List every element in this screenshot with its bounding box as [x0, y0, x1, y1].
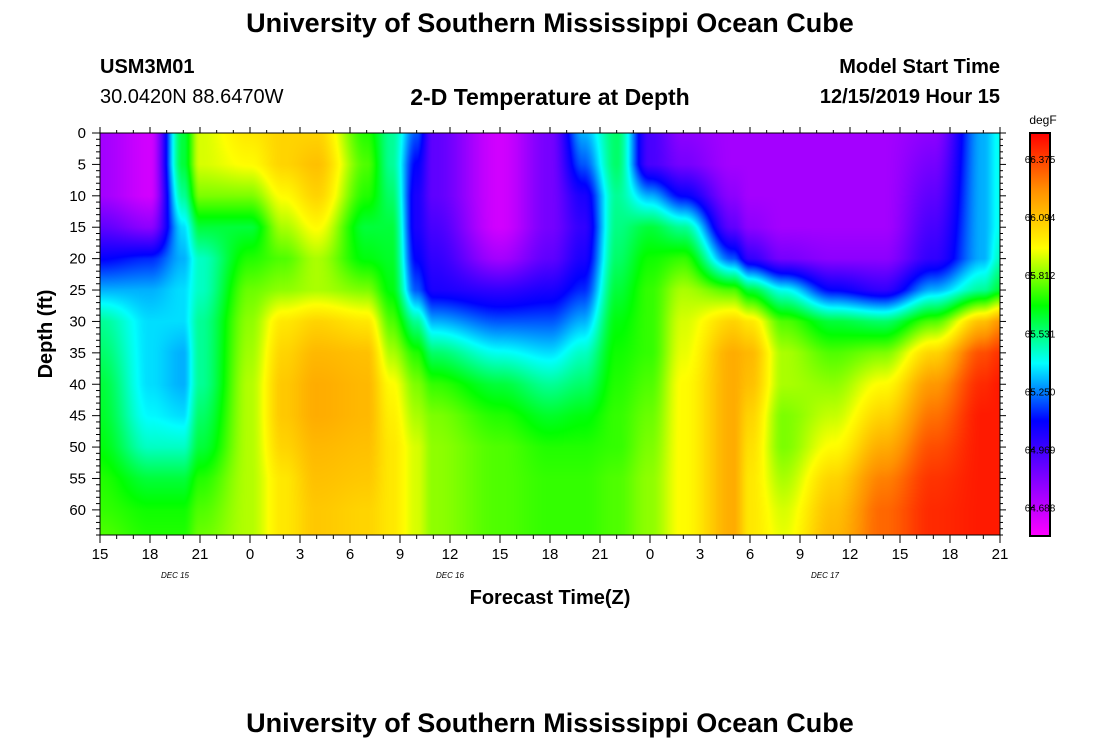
footer-title: University of Southern Mississippi Ocean… [246, 708, 854, 738]
y-tick-label: 10 [69, 188, 86, 205]
x-tick-label: 21 [192, 546, 209, 563]
colorbar-tick-label: 65.531 [1025, 329, 1056, 340]
y-tick-label: 45 [69, 408, 86, 425]
y-tick-label: 0 [78, 125, 86, 142]
x-tick-label: 15 [92, 546, 109, 563]
x-tick-label: 6 [746, 546, 754, 563]
heatmap-canvas [100, 133, 1000, 535]
colorbar: degF [1029, 113, 1057, 537]
y-tick-label: 15 [69, 219, 86, 236]
colorbar-tick-label: 66.375 [1025, 155, 1056, 166]
y-tick-label: 5 [78, 156, 86, 173]
colorbar-tick-label: 64.969 [1025, 445, 1056, 456]
colorbar-unit: degF [1029, 113, 1056, 127]
x-tick-label: 9 [396, 546, 404, 563]
x-tick-label: 15 [492, 546, 509, 563]
x-tick-label: 3 [296, 546, 304, 563]
x-tick-label: 0 [246, 546, 254, 563]
y-tick-label: 30 [69, 313, 86, 330]
y-tick-label: 60 [69, 502, 86, 519]
x-tick-label: 12 [442, 546, 459, 563]
date-label: DEC 15 [161, 571, 190, 580]
colorbar-ticks: 66.375 66.094 65.812 65.531 65.250 64.969 64.6… [1025, 155, 1056, 515]
colorbar-tick-label: 64.688 [1025, 503, 1056, 514]
x-tick-label: 9 [796, 546, 804, 563]
y-tick-label: 35 [69, 345, 86, 362]
y-tick-label: 25 [69, 282, 86, 299]
y-tick-label: 50 [69, 439, 86, 456]
colorbar-tick-label: 65.812 [1025, 271, 1056, 282]
x-tick-label: 3 [696, 546, 704, 563]
x-tick-label: 6 [346, 546, 354, 563]
x-tick-label: 12 [842, 546, 859, 563]
colorbar-tick-label: 65.250 [1025, 387, 1056, 398]
x-axis-label: Forecast Time(Z) [470, 587, 631, 609]
x-tick-label: 18 [942, 546, 959, 563]
chart-subtitle: 2-D Temperature at Depth [410, 84, 690, 110]
y-axis: 0 5 10 15 20 25 30 35 40 45 50 55 60 [69, 125, 1006, 536]
chart-title: University of Southern Mississippi Ocean… [246, 8, 854, 38]
heatmap-plot-area [100, 133, 1000, 535]
model-start-value: 12/15/2019 Hour 15 [819, 86, 1000, 108]
colorbar-tick-label: 66.094 [1025, 213, 1056, 224]
date-label: DEC 17 [811, 571, 840, 580]
colorbar-gradient [1029, 132, 1051, 537]
x-tick-label: 0 [646, 546, 654, 563]
y-tick-label: 40 [69, 376, 86, 393]
x-tick-label: 18 [542, 546, 559, 563]
station-location: 30.0420N 88.6470W [100, 86, 284, 108]
date-label: DEC 16 [436, 571, 465, 580]
y-tick-label: 20 [69, 251, 86, 268]
x-tick-label: 15 [892, 546, 909, 563]
x-tick-label: 21 [592, 546, 609, 563]
station-id: USM3M01 [100, 56, 195, 78]
y-tick-label: 55 [69, 470, 86, 487]
model-start-label: Model Start Time [839, 56, 1000, 78]
x-tick-label: 18 [142, 546, 159, 563]
x-tick-label: 21 [992, 546, 1009, 563]
y-axis-label: Depth (ft) [35, 290, 57, 379]
